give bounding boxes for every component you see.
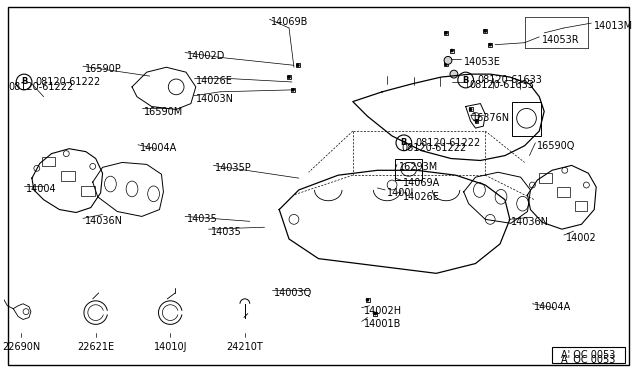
Text: 08120-61222: 08120-61222 [8, 82, 74, 92]
Text: 08120-61633: 08120-61633 [470, 80, 534, 90]
Bar [557, 187, 570, 197]
Bar [474, 119, 479, 123]
Text: 14035: 14035 [187, 215, 218, 224]
Text: 16293M: 16293M [399, 163, 438, 173]
Text: 14004: 14004 [26, 184, 57, 194]
Bar [450, 49, 454, 52]
Circle shape [444, 57, 452, 64]
Bar [512, 102, 541, 136]
Text: 22621E: 22621E [77, 342, 115, 352]
Text: 14003Q: 14003Q [275, 288, 312, 298]
Bar [483, 29, 487, 33]
Text: 16590Q: 16590Q [538, 141, 576, 151]
Text: 14036N: 14036N [511, 217, 549, 227]
Text: 16376N: 16376N [472, 113, 509, 124]
Bar [540, 173, 552, 183]
Bar [287, 75, 291, 79]
Text: 08120-61222: 08120-61222 [36, 77, 101, 87]
Bar [61, 171, 75, 181]
Bar [444, 31, 448, 35]
Circle shape [475, 120, 478, 123]
Text: 14053R: 14053R [542, 35, 580, 45]
Circle shape [287, 76, 291, 78]
Text: 14026E: 14026E [403, 192, 440, 202]
Text: 14053E: 14053E [464, 57, 500, 67]
Bar [488, 43, 492, 46]
Text: 14010J: 14010J [154, 342, 187, 352]
Text: 16590M: 16590M [144, 106, 183, 116]
Text: 14002H: 14002H [364, 306, 402, 316]
Text: 08120-61222: 08120-61222 [415, 138, 481, 148]
Text: 1400I: 1400I [387, 188, 415, 198]
Text: 14026E: 14026E [196, 76, 233, 86]
Text: 14013M: 14013M [594, 21, 634, 31]
Text: 16590P: 16590P [85, 64, 122, 74]
Text: 14004A: 14004A [140, 143, 177, 153]
Bar [42, 157, 56, 166]
Text: 14002: 14002 [566, 233, 596, 243]
Text: 14002D: 14002D [187, 51, 225, 61]
Text: 14035: 14035 [211, 227, 241, 237]
Bar [552, 347, 625, 363]
Bar [81, 186, 95, 196]
Bar [468, 108, 472, 112]
Circle shape [445, 63, 447, 66]
Text: B: B [21, 77, 28, 86]
Text: 14069B: 14069B [271, 17, 308, 27]
Circle shape [445, 32, 447, 34]
Bar [395, 158, 422, 180]
Text: 08120-61633: 08120-61633 [477, 75, 542, 85]
Bar [444, 62, 448, 66]
Text: 14069A: 14069A [403, 178, 440, 188]
Text: A' OC 0053: A' OC 0053 [561, 355, 616, 365]
Bar [575, 201, 588, 211]
Text: 14035P: 14035P [216, 163, 252, 173]
Text: 14003N: 14003N [196, 94, 234, 104]
Text: 24210T: 24210T [227, 342, 263, 352]
Circle shape [374, 312, 377, 315]
Circle shape [296, 64, 300, 67]
Text: 08120-61222: 08120-61222 [401, 143, 466, 153]
Circle shape [484, 29, 487, 32]
Bar [296, 63, 300, 67]
Bar [365, 298, 369, 302]
Bar [373, 312, 378, 315]
Text: B: B [463, 76, 469, 84]
Text: 14001B: 14001B [364, 320, 401, 330]
Circle shape [451, 49, 453, 52]
Text: 14004A: 14004A [534, 302, 572, 312]
Text: 14036N: 14036N [85, 217, 123, 227]
Circle shape [469, 108, 472, 111]
Text: B: B [401, 138, 407, 147]
Circle shape [450, 70, 458, 78]
Bar [291, 88, 295, 92]
Circle shape [489, 43, 492, 46]
Circle shape [291, 89, 294, 91]
Text: 22690N: 22690N [2, 342, 40, 352]
Text: A' OC 0053: A' OC 0053 [561, 350, 616, 360]
Circle shape [366, 298, 369, 301]
